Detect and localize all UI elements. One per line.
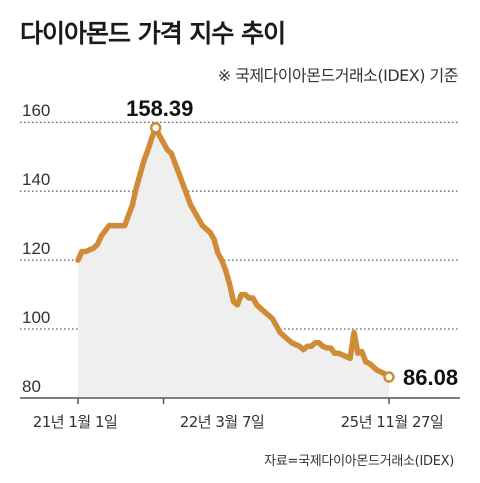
x-tick-label: 25년 11월 27일 [341, 413, 444, 431]
data-label: 158.39 [126, 96, 193, 121]
data-labels: 158.39 86.08 [126, 96, 458, 390]
basis-note: ※ 국제다이아몬드거래소(IDEX) 기준 [217, 66, 459, 85]
y-tick-label: 80 [22, 377, 41, 396]
x-tick-label: 21년 1월 1일 [33, 413, 118, 431]
series-line [75, 125, 392, 380]
y-axis-ticks: 160 140 120 100 80 [22, 101, 50, 396]
data-label: 86.08 [403, 365, 458, 390]
x-axis-ticks: 21년 1월 1일 22년 3월 7일 25년 11월 27일 [33, 398, 444, 431]
area-fill [78, 127, 389, 399]
chart-title: 다이아몬드 가격 지수 추이 [20, 19, 286, 48]
y-tick-label: 160 [22, 101, 50, 120]
source-note: 자료=국제다이아몬드거래소(IDEX) [264, 454, 454, 469]
x-tick-label: 22년 3월 7일 [180, 413, 265, 431]
y-tick-label: 100 [22, 308, 50, 327]
y-tick-label: 140 [22, 170, 50, 189]
data-marker [150, 122, 162, 134]
data-marker [383, 371, 395, 383]
y-tick-label: 120 [22, 239, 50, 258]
markers [150, 122, 395, 383]
